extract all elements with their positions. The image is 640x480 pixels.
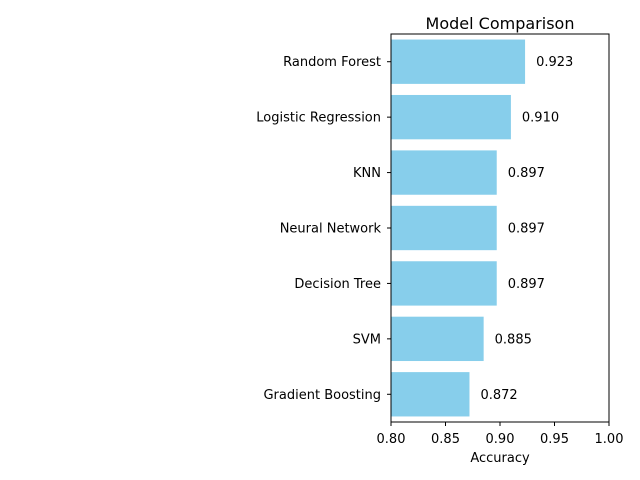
bar-knn	[391, 150, 497, 195]
x-axis-ticks: 0.80 0.85 0.90 0.95 1.00	[377, 422, 624, 447]
value-label: 0.897	[508, 222, 545, 237]
bar-logistic-regression	[391, 94, 511, 140]
x-tick-label: 0.95	[540, 432, 569, 447]
y-tick-label: Logistic Regression	[256, 111, 381, 126]
x-tick-label: 0.85	[431, 432, 460, 447]
y-tick-label: Neural Network	[280, 222, 382, 237]
bar-random-forest	[391, 39, 526, 84]
value-label: 0.910	[522, 111, 559, 126]
y-tick-label: Gradient Boosting	[263, 388, 381, 403]
y-tick-label: SVM	[353, 332, 381, 347]
y-tick-label: Random Forest	[283, 55, 381, 70]
x-tick-label: 1.00	[595, 432, 624, 447]
bar-svm	[391, 316, 484, 362]
value-label: 0.923	[536, 55, 573, 70]
chart-title: Model Comparison	[426, 14, 575, 33]
value-label: 0.897	[508, 277, 545, 292]
x-tick-label: 0.90	[486, 432, 515, 447]
value-label: 0.872	[480, 388, 517, 403]
bar-neural-network	[391, 205, 497, 251]
value-label: 0.885	[495, 332, 532, 347]
x-tick-label: 0.80	[377, 432, 406, 447]
bar-decision-tree	[391, 261, 497, 306]
value-label: 0.897	[508, 166, 545, 181]
value-labels-group: 0.872 0.885 0.897 0.897 0.897 0.910 0.923	[480, 55, 573, 403]
y-tick-label: Decision Tree	[294, 277, 381, 292]
y-axis-ticks: Gradient Boosting SVM Decision Tree Neural …	[256, 55, 391, 403]
y-tick-label: KNN	[353, 166, 381, 181]
x-axis-label: Accuracy	[470, 451, 530, 466]
plot-frame	[390, 33, 610, 423]
bar-gradient-boosting	[391, 372, 470, 417]
bars-group	[391, 39, 526, 417]
